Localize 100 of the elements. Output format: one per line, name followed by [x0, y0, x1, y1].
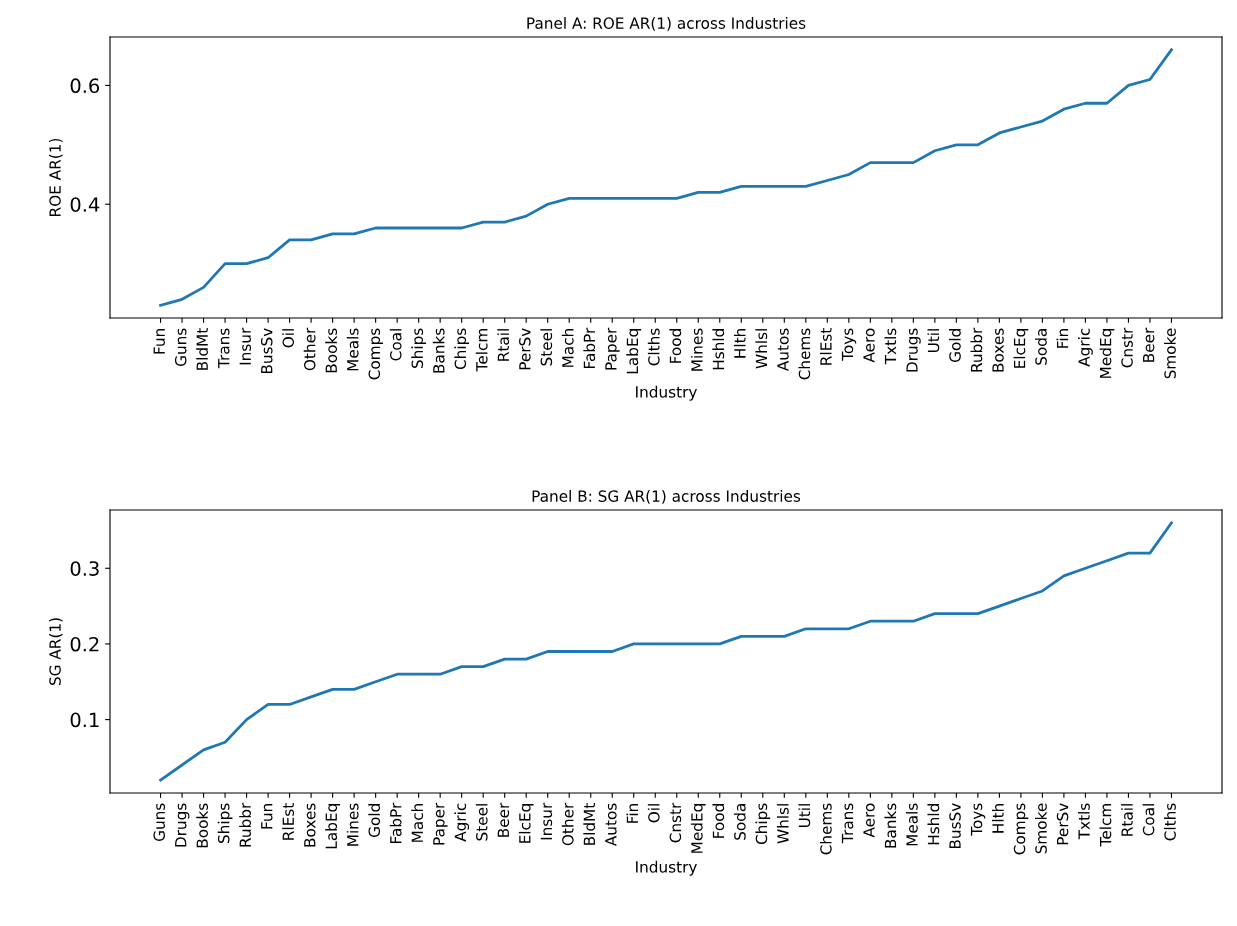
x-tick-label: Steel — [540, 329, 553, 366]
x-tick-label: Guns — [174, 328, 187, 367]
x-tick-label: Mach — [411, 804, 424, 842]
x-tick-label: Chips — [454, 328, 470, 370]
x-tick-label: Clths — [1164, 803, 1176, 841]
x-tick-label: Chems — [798, 328, 811, 380]
x-tick-label: ElcEq — [518, 804, 534, 843]
x-tick-label: Cnstr — [1121, 327, 1133, 368]
x-tick-label: Drugs — [175, 803, 190, 847]
x-tick-label: FabPr — [583, 327, 596, 368]
x-tick-label: BusSv — [949, 803, 961, 849]
x-tick-label: Oil — [647, 804, 660, 823]
x-tick-label: Hshld — [927, 804, 940, 845]
x-tick-label: Telcm — [475, 329, 488, 372]
x-tick-label: Rtail — [497, 329, 510, 361]
x-tick-label: Boxes — [992, 328, 1004, 372]
x-tick-label: Aero — [863, 328, 875, 363]
x-tick-label: Util — [798, 804, 811, 828]
x-tick-label: Telcm — [1099, 804, 1112, 847]
x-tick-label: Insur — [239, 327, 252, 365]
x-tick-label: Meals — [905, 803, 918, 846]
x-tick-label: Fun — [261, 804, 273, 829]
x-tick-label: Chems — [819, 803, 832, 855]
x-tick-label: Trans — [218, 328, 230, 369]
x-tick-label: Trans — [841, 803, 854, 844]
y-axis-title: SG AR(1) — [49, 618, 63, 686]
x-tick-label: Meals — [346, 328, 359, 371]
x-tick-label: Ships — [217, 803, 233, 843]
x-tick-label: Gold — [948, 329, 961, 362]
x-tick-label: Beer — [497, 802, 510, 837]
x-tick-label: RlEst — [819, 328, 832, 365]
x-tick-label: Fin — [626, 804, 638, 823]
x-tick-label: Cnstr — [669, 802, 682, 843]
x-tick-label: Boxes — [304, 803, 316, 847]
x-tick-label: Clths — [647, 328, 660, 366]
x-tick-label: BusSv — [260, 328, 273, 374]
x-tick-label: ElcEq — [1013, 329, 1029, 368]
x-tick-label: Smoke — [1164, 328, 1176, 379]
x-tick-label: Coal — [1142, 804, 1155, 836]
x-tick-label: Util — [927, 329, 940, 353]
y-tick-label: 0.4 — [70, 197, 100, 212]
x-tick-label: Drugs — [906, 328, 921, 372]
x-tick-label: MedEq — [1099, 329, 1115, 378]
x-tick-label: Txtls — [884, 328, 897, 365]
x-tick-label: BldMt — [196, 328, 208, 370]
x-tick-label: Mach — [561, 329, 574, 367]
x-tick-label: Ships — [411, 328, 427, 368]
y-tick-label: 0.6 — [70, 78, 100, 94]
x-tick-label: Food — [669, 329, 682, 363]
x-tick-label: Steel — [475, 804, 488, 841]
x-tick-label: BldMt — [583, 803, 596, 845]
x-tick-label: Whlsl — [776, 804, 789, 844]
y-axis-title: ROE AR(1) — [49, 138, 63, 216]
x-tick-label: Autos — [605, 803, 617, 847]
x-tick-label: Gold — [368, 804, 381, 837]
y-tick-label: 0.2 — [70, 636, 99, 652]
x-tick-label: Food — [712, 804, 725, 838]
x-tick-label: Soda — [733, 804, 746, 840]
x-tick-label: Txtls — [1078, 803, 1090, 840]
x-tick-label: Guns — [153, 803, 165, 842]
x-tick-label: Rtail — [1121, 804, 1133, 836]
line-series — [159, 521, 1173, 782]
x-tick-label: Toys — [970, 803, 986, 836]
x-tick-label: Chips — [755, 803, 771, 845]
x-tick-label: Hshld — [712, 329, 725, 370]
x-tick-label: Hlth — [733, 329, 746, 358]
x-tick-label: Beer — [1143, 327, 1155, 362]
x-tick-label: Comps — [368, 328, 384, 380]
y-tick-label: 0.3 — [70, 561, 99, 576]
x-tick-label: FabPr — [389, 802, 402, 843]
line-series — [159, 48, 1173, 307]
x-tick-label: MedEq — [690, 804, 706, 853]
y-tick-label: 0.1 — [70, 712, 99, 728]
x-axis-title: Industry — [636, 860, 697, 876]
x-tick-label: PerSv — [1056, 803, 1069, 845]
x-tick-label: Hlth — [991, 804, 1004, 833]
x-tick-label: LabEq — [626, 329, 642, 374]
x-tick-label: Banks — [884, 803, 897, 848]
x-tick-label: Smoke — [1035, 803, 1047, 854]
x-tick-label: Books — [325, 328, 338, 373]
x-tick-label: Other — [561, 802, 574, 846]
x-tick-label: Paper — [433, 802, 448, 845]
x-tick-label: Paper — [605, 327, 620, 370]
x-tick-label: Other — [303, 327, 316, 371]
x-tick-label: Soda — [1035, 329, 1047, 365]
x-tick-label: Fun — [153, 329, 165, 354]
x-tick-label: Whlsl — [755, 329, 768, 369]
x-tick-label: PerSv — [519, 328, 531, 370]
chart-title: Panel A: ROE AR(1) across Industries — [527, 17, 806, 31]
x-tick-label: Rubbr — [970, 327, 983, 372]
x-tick-label: LabEq — [325, 804, 341, 849]
x-tick-label: Mines — [346, 803, 359, 846]
x-tick-label: Toys — [841, 328, 857, 361]
x-tick-label: Oil — [282, 329, 295, 348]
x-tick-label: Agric — [1078, 328, 1093, 367]
x-axis-title: Industry — [636, 385, 697, 401]
x-tick-label: Autos — [777, 328, 789, 372]
x-tick-label: Coal — [389, 329, 402, 361]
x-tick-label: Books — [196, 803, 208, 848]
x-tick-label: Fin — [1056, 329, 1069, 348]
